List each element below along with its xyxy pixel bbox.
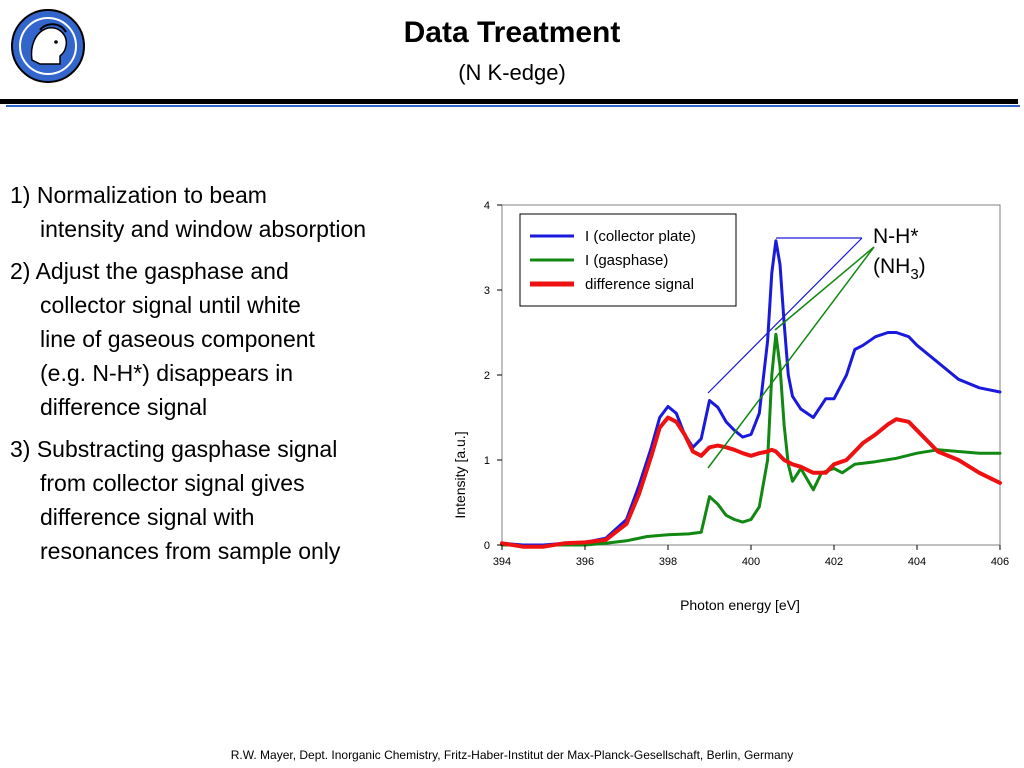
step-1-line: 1) Normalization to beam (10, 182, 267, 208)
page-subtitle: (N K-edge) (458, 60, 566, 85)
step-2-line: 2) Adjust the gasphase and (10, 258, 289, 284)
y-axis-title: Intensity [a.u.] (452, 431, 468, 518)
annotation-pointer (774, 246, 875, 331)
y-tick-label: 3 (484, 285, 490, 297)
annotation-label: (NH3) (873, 255, 926, 283)
footer-credit: R.W. Mayer, Dept. Inorganic Chemistry, F… (230, 748, 794, 762)
minerva-head-icon (11, 9, 85, 83)
step-1: 1) Normalization to beam intensity and w… (10, 178, 450, 246)
step-2-line: difference signal (40, 394, 208, 420)
series-line-3 (500, 415, 1002, 549)
x-tick-label: 396 (576, 556, 594, 568)
series-line-2 (500, 332, 1002, 547)
x-tick-label: 398 (659, 556, 677, 568)
step-3: 3) Substracting gasphase signal from col… (10, 432, 450, 568)
x-tick-label: 402 (825, 556, 843, 568)
legend-label: difference signal (585, 276, 694, 293)
step-3-line: difference signal with (40, 504, 255, 530)
annotation-pointer (707, 246, 875, 469)
step-2-line: (e.g. N-H*) disappears in (40, 360, 294, 386)
annotation-pointer (707, 237, 863, 394)
x-tick-label: 400 (742, 556, 760, 568)
x-axis-title: Photon energy [eV] (680, 597, 800, 613)
step-3-line: from collector signal gives (40, 470, 305, 496)
header-divider (0, 99, 1018, 104)
x-tick-label: 394 (493, 556, 511, 568)
y-tick-label: 0 (484, 540, 490, 552)
x-tick-label: 406 (991, 556, 1009, 568)
step-2-line: collector signal until white (40, 292, 301, 318)
step-2: 2) Adjust the gasphase and collector sig… (10, 254, 450, 424)
step-3-line: 3) Substracting gasphase signal (10, 436, 338, 462)
step-3-line: resonances from sample only (40, 538, 341, 564)
header-accent-divider (6, 105, 1020, 107)
steps-list: 1) Normalization to beam intensity and w… (10, 178, 450, 576)
y-tick-label: 1 (484, 455, 490, 467)
annotation-label: N-H* (873, 225, 919, 248)
legend-label: I (collector plate) (585, 228, 696, 245)
step-2-line: line of gaseous component (40, 326, 315, 352)
step-1-line: intensity and window absorption (40, 216, 367, 242)
y-tick-label: 4 (484, 200, 490, 212)
x-tick-label: 404 (908, 556, 926, 568)
legend-label: I (gasphase) (585, 252, 668, 269)
page-title: Data Treatment (403, 16, 621, 49)
y-tick-label: 2 (484, 370, 490, 382)
spectrum-chart: 394 396 398 400 402 404 406 0 1 2 3 4 I (collector … (452, 200, 1009, 613)
series-line-1 (500, 239, 1002, 547)
